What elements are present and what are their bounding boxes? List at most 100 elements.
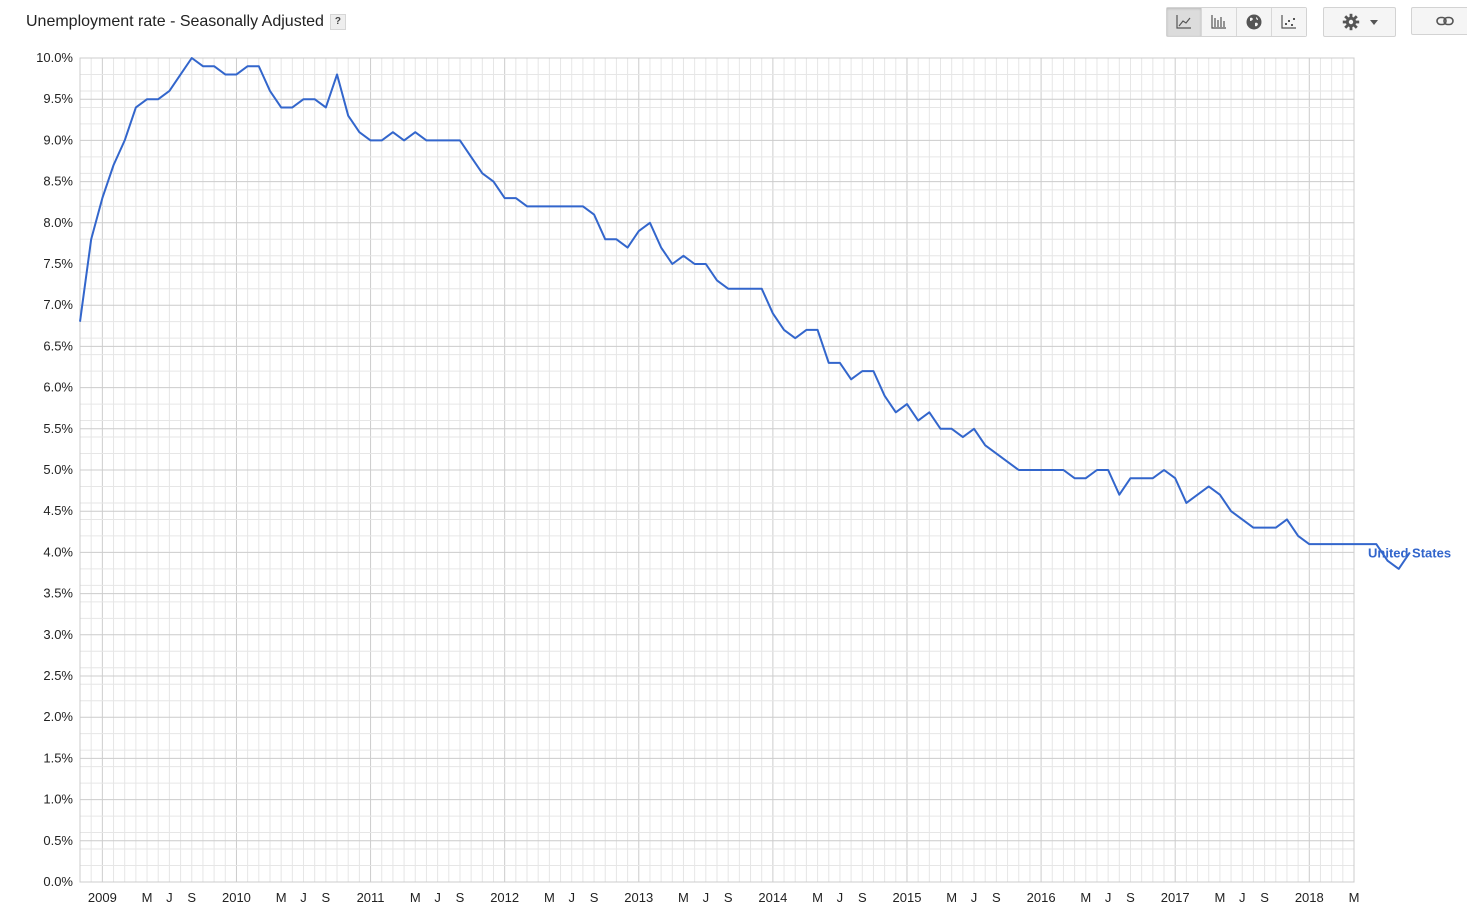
data-point[interactable]	[974, 428, 975, 429]
data-point[interactable]	[426, 140, 427, 141]
data-point[interactable]	[1309, 544, 1310, 545]
data-point[interactable]	[1365, 544, 1366, 545]
data-point[interactable]	[717, 280, 718, 281]
data-point[interactable]	[1141, 478, 1142, 479]
data-point[interactable]	[1041, 470, 1042, 471]
data-point[interactable]	[225, 74, 226, 75]
data-point[interactable]	[862, 371, 863, 372]
data-point[interactable]	[1130, 478, 1131, 479]
settings-dropdown-button[interactable]	[1323, 7, 1396, 37]
share-link-button[interactable]	[1411, 7, 1467, 35]
data-point[interactable]	[616, 239, 617, 240]
data-point[interactable]	[582, 206, 583, 207]
data-point[interactable]	[929, 412, 930, 413]
data-point[interactable]	[705, 264, 706, 265]
data-point[interactable]	[940, 428, 941, 429]
data-point[interactable]	[1398, 568, 1399, 569]
map-view-button[interactable]	[1237, 8, 1272, 36]
data-point[interactable]	[381, 140, 382, 141]
data-point[interactable]	[169, 90, 170, 91]
data-point[interactable]	[269, 90, 270, 91]
data-point[interactable]	[348, 115, 349, 116]
data-point[interactable]	[962, 437, 963, 438]
data-point[interactable]	[1286, 519, 1287, 520]
data-point[interactable]	[404, 140, 405, 141]
data-point[interactable]	[1320, 544, 1321, 545]
data-point[interactable]	[728, 288, 729, 289]
data-point[interactable]	[303, 99, 304, 100]
data-point[interactable]	[1085, 478, 1086, 479]
data-point[interactable]	[571, 206, 572, 207]
data-point[interactable]	[392, 132, 393, 133]
data-point[interactable]	[504, 198, 505, 199]
data-point[interactable]	[459, 140, 460, 141]
data-point[interactable]	[638, 231, 639, 232]
data-point[interactable]	[180, 74, 181, 75]
data-point[interactable]	[80, 321, 81, 322]
data-point[interactable]	[482, 173, 483, 174]
data-point[interactable]	[817, 329, 818, 330]
data-point[interactable]	[951, 428, 952, 429]
data-point[interactable]	[996, 453, 997, 454]
data-point[interactable]	[672, 264, 673, 265]
data-point[interactable]	[191, 58, 192, 59]
data-point[interactable]	[750, 288, 751, 289]
data-point[interactable]	[247, 66, 248, 67]
data-point[interactable]	[1231, 511, 1232, 512]
data-point[interactable]	[314, 99, 315, 100]
data-point[interactable]	[124, 140, 125, 141]
scatter-chart-button[interactable]	[1272, 8, 1306, 36]
data-point[interactable]	[806, 329, 807, 330]
data-point[interactable]	[448, 140, 449, 141]
data-point[interactable]	[1298, 535, 1299, 536]
data-point[interactable]	[560, 206, 561, 207]
data-point[interactable]	[784, 329, 785, 330]
data-point[interactable]	[258, 66, 259, 67]
data-point[interactable]	[739, 288, 740, 289]
data-point[interactable]	[1208, 486, 1209, 487]
data-point[interactable]	[359, 132, 360, 133]
data-point[interactable]	[236, 74, 237, 75]
data-point[interactable]	[1119, 494, 1120, 495]
data-point[interactable]	[895, 412, 896, 413]
data-point[interactable]	[538, 206, 539, 207]
data-point[interactable]	[1108, 470, 1109, 471]
data-point[interactable]	[370, 140, 371, 141]
data-point[interactable]	[1219, 494, 1220, 495]
data-point[interactable]	[1164, 470, 1165, 471]
data-point[interactable]	[527, 206, 528, 207]
data-point[interactable]	[906, 404, 907, 405]
data-point[interactable]	[1063, 470, 1064, 471]
data-point[interactable]	[1007, 461, 1008, 462]
bar-chart-button[interactable]	[1202, 8, 1237, 36]
data-point[interactable]	[493, 181, 494, 182]
data-point[interactable]	[1331, 544, 1332, 545]
data-point[interactable]	[1018, 470, 1019, 471]
data-point[interactable]	[325, 107, 326, 108]
data-point[interactable]	[839, 362, 840, 363]
data-point[interactable]	[113, 165, 114, 166]
data-point[interactable]	[1242, 519, 1243, 520]
data-point[interactable]	[91, 239, 92, 240]
series-line[interactable]	[79, 57, 1411, 570]
data-point[interactable]	[415, 132, 416, 133]
data-point[interactable]	[437, 140, 438, 141]
data-point[interactable]	[795, 338, 796, 339]
data-point[interactable]	[1342, 544, 1343, 545]
data-point[interactable]	[1197, 494, 1198, 495]
data-point[interactable]	[828, 362, 829, 363]
data-point[interactable]	[1096, 470, 1097, 471]
data-point[interactable]	[683, 255, 684, 256]
data-point[interactable]	[292, 107, 293, 108]
data-point[interactable]	[549, 206, 550, 207]
data-point[interactable]	[1186, 502, 1187, 503]
data-point[interactable]	[851, 379, 852, 380]
data-point[interactable]	[649, 222, 650, 223]
data-point[interactable]	[873, 371, 874, 372]
data-point[interactable]	[214, 66, 215, 67]
help-button[interactable]: ?	[329, 14, 346, 30]
data-point[interactable]	[772, 313, 773, 314]
line-chart-button[interactable]	[1167, 8, 1202, 36]
data-point[interactable]	[884, 395, 885, 396]
data-point[interactable]	[281, 107, 282, 108]
